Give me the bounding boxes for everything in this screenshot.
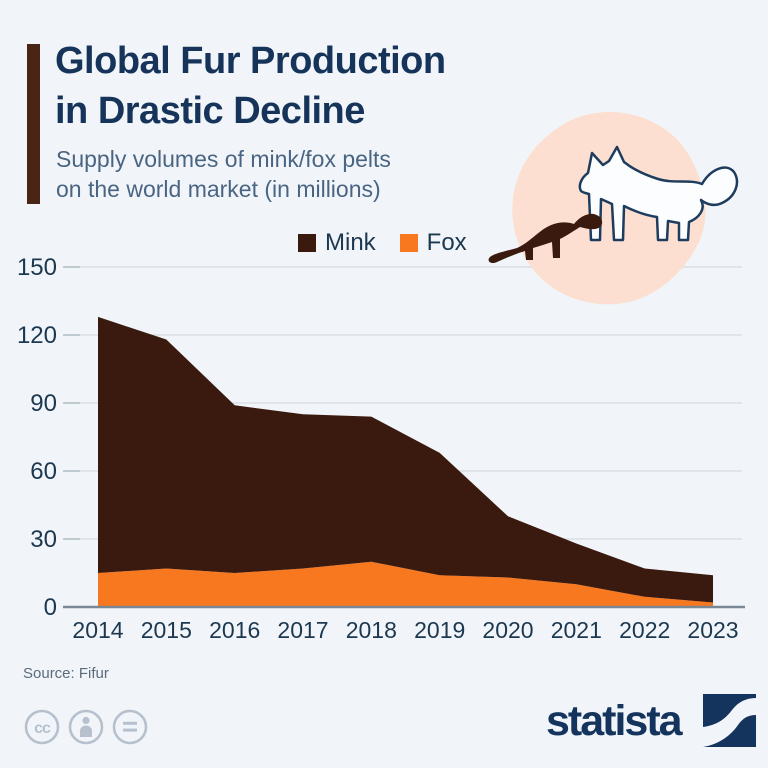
mink-icon bbox=[488, 213, 603, 264]
y-tick-label: 0 bbox=[44, 594, 57, 621]
legend-item-mink: Mink bbox=[298, 229, 376, 257]
fox-swatch-icon bbox=[399, 234, 418, 252]
x-tick-label: 2014 bbox=[72, 617, 123, 643]
x-tick-label: 2016 bbox=[209, 617, 260, 643]
equals-icon[interactable] bbox=[112, 709, 148, 745]
mink-area bbox=[98, 316, 713, 603]
y-tick-label: 150 bbox=[17, 254, 57, 281]
x-tick-label: 2021 bbox=[551, 617, 602, 643]
y-tick-label: 60 bbox=[30, 458, 57, 485]
x-tick-label: 2023 bbox=[687, 617, 738, 643]
title-line-2: in Drastic Decline bbox=[55, 90, 365, 132]
attribution-icon[interactable] bbox=[68, 709, 104, 745]
cc-icon[interactable]: cc bbox=[24, 709, 60, 745]
y-tick-label: 30 bbox=[30, 526, 57, 553]
statista-logo-icon[interactable] bbox=[703, 694, 756, 747]
title-line-1: Global Fur Production bbox=[55, 40, 446, 82]
legend-label-fox: Fox bbox=[426, 229, 467, 256]
x-tick-label: 2015 bbox=[141, 617, 192, 643]
fox-area bbox=[98, 561, 713, 607]
x-tick-label: 2020 bbox=[482, 617, 533, 643]
subtitle-line-1: Supply volumes of mink/fox pelts bbox=[56, 146, 391, 172]
fox-icon bbox=[578, 145, 739, 242]
y-tick-label: 90 bbox=[30, 390, 57, 417]
chart-legend: Mink Fox bbox=[298, 229, 467, 257]
legend-label-mink: Mink bbox=[325, 229, 376, 256]
x-tick-label: 2017 bbox=[277, 617, 328, 643]
x-tick-label: 2019 bbox=[414, 617, 465, 643]
x-tick-label: 2022 bbox=[619, 617, 670, 643]
page-title: Global Fur Production in Drastic Decline bbox=[55, 36, 446, 136]
legend-item-fox: Fox bbox=[399, 229, 467, 257]
statista-logo-text[interactable]: statista bbox=[546, 697, 683, 745]
source-text: Source: Fifur bbox=[23, 665, 109, 682]
svg-text:cc: cc bbox=[34, 720, 51, 737]
illustration-blob bbox=[512, 112, 706, 305]
y-tick-label: 120 bbox=[17, 322, 57, 349]
page-subtitle: Supply volumes of mink/fox pelts on the … bbox=[56, 144, 391, 204]
x-tick-label: 2018 bbox=[346, 617, 397, 643]
license-badges[interactable]: cc bbox=[22, 707, 154, 747]
accent-bar bbox=[27, 44, 40, 204]
mink-swatch-icon bbox=[298, 234, 316, 252]
animal-illustration bbox=[488, 112, 739, 305]
subtitle-line-2: on the world market (in millions) bbox=[56, 176, 381, 202]
